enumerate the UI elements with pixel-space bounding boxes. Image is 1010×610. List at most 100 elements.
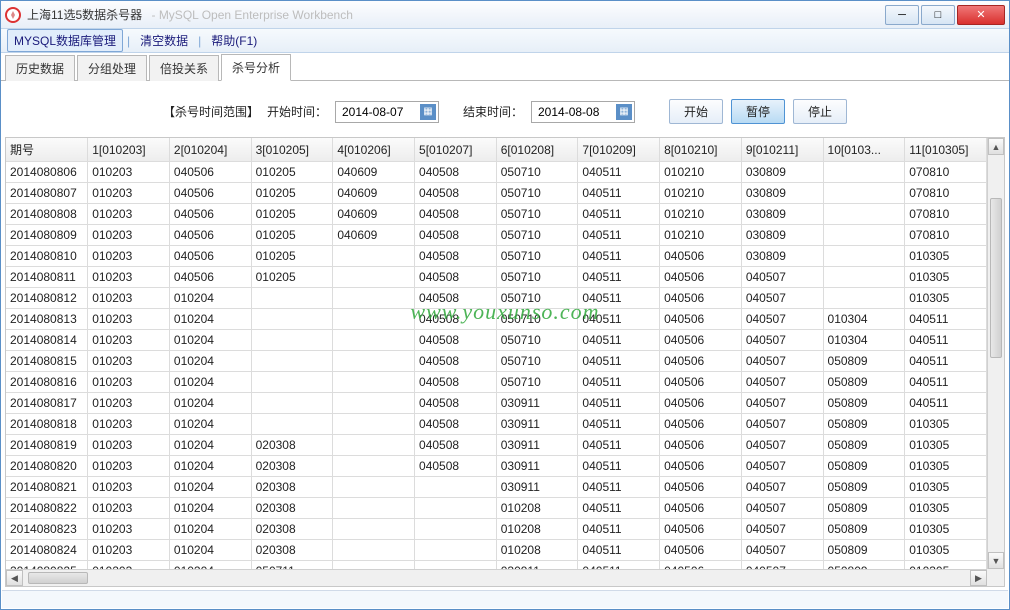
scroll-thumb[interactable] [28, 572, 88, 584]
column-header[interactable]: 3[010205] [251, 138, 333, 162]
table-row[interactable]: 2014080812010203010204040508050710040511… [6, 288, 987, 309]
close-button[interactable]: ✕ [957, 5, 1005, 25]
table-row[interactable]: 2014080823010203010204020308010208040511… [6, 519, 987, 540]
table-row[interactable]: 2014080814010203010204040508050710040511… [6, 330, 987, 351]
minimize-button[interactable]: ─ [885, 5, 919, 25]
table-cell: 010204 [169, 540, 251, 561]
table-row[interactable]: 2014080811010203040506010205040508050710… [6, 267, 987, 288]
table-row[interactable]: 2014080821010203010204020308030911040511… [6, 477, 987, 498]
maximize-button[interactable]: □ [921, 5, 955, 25]
table-cell [333, 456, 415, 477]
table-cell: 040511 [578, 288, 660, 309]
table-cell: 030911 [496, 561, 578, 570]
start-button[interactable]: 开始 [669, 99, 723, 124]
table-row[interactable]: 2014080817010203010204040508030911040511… [6, 393, 987, 414]
table-cell: 010203 [88, 246, 170, 267]
table-cell: 2014080817 [6, 393, 88, 414]
table-cell: 010205 [251, 246, 333, 267]
table-cell: 040506 [660, 519, 742, 540]
table-cell: 050809 [823, 414, 905, 435]
table-cell: 010208 [496, 540, 578, 561]
table-cell: 040511 [905, 372, 987, 393]
vertical-scrollbar[interactable]: ▲ ▼ [987, 138, 1004, 569]
table-cell: 010210 [660, 183, 742, 204]
table-cell: 010305 [905, 477, 987, 498]
table-cell: 040511 [578, 351, 660, 372]
table-cell: 010205 [251, 225, 333, 246]
table-cell: 030809 [741, 204, 823, 225]
column-header[interactable]: 9[010211] [741, 138, 823, 162]
table-cell: 010204 [169, 519, 251, 540]
table-cell: 070810 [905, 183, 987, 204]
table-cell: 050711 [251, 561, 333, 570]
column-header[interactable]: 1[010203] [88, 138, 170, 162]
column-header[interactable]: 6[010208] [496, 138, 578, 162]
table-cell: 040511 [905, 351, 987, 372]
table-cell: 010204 [169, 309, 251, 330]
table-row[interactable]: 2014080807010203040506010205040609040508… [6, 183, 987, 204]
menu-mysql[interactable]: MYSQL数据库管理 [7, 29, 123, 52]
tab-group[interactable]: 分组处理 [77, 55, 147, 81]
table-cell [415, 561, 497, 570]
table-row[interactable]: 2014080819010203010204020308040508030911… [6, 435, 987, 456]
table-row[interactable]: 2014080825010203010204050711030911040511… [6, 561, 987, 570]
table-row[interactable]: 2014080818010203010204040508030911040511… [6, 414, 987, 435]
column-header[interactable]: 10[0103... [823, 138, 905, 162]
scroll-right-icon[interactable]: ▶ [970, 570, 987, 586]
menu-clear[interactable]: 清空数据 [134, 30, 194, 51]
table-row[interactable]: 2014080815010203010204040508050710040511… [6, 351, 987, 372]
table-cell: 040507 [741, 372, 823, 393]
table-row[interactable]: 2014080808010203040506010205040609040508… [6, 204, 987, 225]
table-row[interactable]: 2014080810010203040506010205040508050710… [6, 246, 987, 267]
table-row[interactable]: 2014080820010203010204020308040508030911… [6, 456, 987, 477]
table-cell: 050809 [823, 393, 905, 414]
column-header[interactable]: 5[010207] [415, 138, 497, 162]
table-cell: 040609 [333, 162, 415, 183]
table-cell: 030911 [496, 435, 578, 456]
table-row[interactable]: 2014080806010203040506010205040609040508… [6, 162, 987, 183]
table-cell: 010205 [251, 183, 333, 204]
scroll-thumb[interactable] [990, 198, 1002, 358]
table-cell: 010204 [169, 351, 251, 372]
pause-button[interactable]: 暂停 [731, 99, 785, 124]
table-cell: 040507 [741, 330, 823, 351]
table-cell: 050710 [496, 246, 578, 267]
table-cell [333, 435, 415, 456]
menu-help[interactable]: 帮助(F1) [205, 30, 263, 51]
table-row[interactable]: 2014080809010203040506010205040609040508… [6, 225, 987, 246]
scroll-left-icon[interactable]: ◀ [6, 570, 23, 586]
table-cell: 040506 [660, 498, 742, 519]
table-row[interactable]: 2014080813010203010204040508050710040511… [6, 309, 987, 330]
column-header[interactable]: 11[010305] [905, 138, 987, 162]
column-header[interactable]: 期号 [6, 138, 88, 162]
calendar-icon[interactable]: ▦ [616, 104, 632, 120]
end-date-input[interactable] [538, 105, 614, 119]
scroll-corner [987, 569, 1004, 586]
start-date-input[interactable] [342, 105, 418, 119]
column-header[interactable]: 4[010206] [333, 138, 415, 162]
table-cell: 010203 [88, 225, 170, 246]
table-cell [333, 246, 415, 267]
table-cell: 050809 [823, 540, 905, 561]
stop-button[interactable]: 停止 [793, 99, 847, 124]
table-cell: 010205 [251, 162, 333, 183]
table-row[interactable]: 2014080822010203010204020308010208040511… [6, 498, 987, 519]
column-header[interactable]: 7[010209] [578, 138, 660, 162]
table-row[interactable]: 2014080816010203010204040508050710040511… [6, 372, 987, 393]
scroll-up-icon[interactable]: ▲ [988, 138, 1004, 155]
tab-analysis[interactable]: 杀号分析 [221, 54, 291, 81]
table-cell: 010305 [905, 414, 987, 435]
table-row[interactable]: 2014080824010203010204020308010208040511… [6, 540, 987, 561]
tab-history[interactable]: 历史数据 [5, 55, 75, 81]
calendar-icon[interactable]: ▦ [420, 104, 436, 120]
table-cell: 010305 [905, 246, 987, 267]
table-cell: 010203 [88, 204, 170, 225]
scroll-down-icon[interactable]: ▼ [988, 552, 1004, 569]
table-cell [251, 288, 333, 309]
tab-multiply[interactable]: 倍投关系 [149, 55, 219, 81]
column-header[interactable]: 8[010210] [660, 138, 742, 162]
horizontal-scrollbar[interactable]: ◀ ▶ [6, 569, 987, 586]
column-header[interactable]: 2[010204] [169, 138, 251, 162]
table-cell [333, 393, 415, 414]
table-cell: 070810 [905, 162, 987, 183]
